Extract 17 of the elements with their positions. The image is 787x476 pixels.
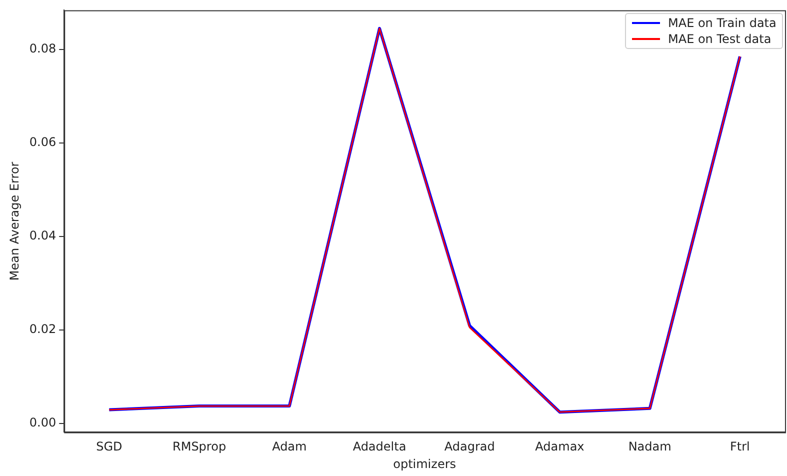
x-tick-label: Ftrl [730, 440, 750, 454]
x-tick-label: Adadelta [352, 440, 406, 454]
y-tick-label: 0.08 [29, 42, 56, 56]
x-tick-label: SGD [96, 440, 122, 454]
x-tick-label: Adam [272, 440, 307, 454]
y-tick-label: 0.06 [29, 135, 56, 150]
x-tick-label: Adamax [535, 440, 584, 454]
x-tick-label: Nadam [628, 440, 672, 454]
y-tick-label: 0.02 [29, 322, 56, 336]
x-tick-label: Adagrad [444, 440, 495, 454]
legend-label: MAE on Train data [668, 16, 776, 30]
x-tick-label: RMSprop [172, 440, 226, 454]
y-tick-label: 0.04 [29, 228, 56, 243]
y-axis-title: Mean Average Error [7, 162, 22, 281]
legend-label: MAE on Test data [668, 32, 772, 46]
y-tick-label: 0.00 [29, 415, 56, 430]
x-axis-title: optimizers [393, 456, 456, 471]
